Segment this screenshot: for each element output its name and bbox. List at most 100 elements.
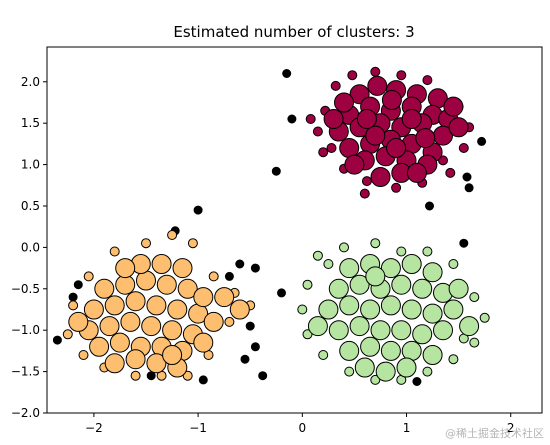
border-point [312,126,323,137]
core-point [386,138,407,158]
border-point [208,271,219,282]
border-point [458,143,469,153]
core-point [328,278,349,299]
core-point [367,75,388,96]
core-point [448,278,469,299]
core-point [422,345,443,365]
border-point [305,114,316,124]
core-point [125,291,146,312]
core-point [459,316,480,337]
core-point [391,320,412,341]
border-point [422,246,433,257]
core-point [360,336,381,357]
border-point [330,80,341,91]
core-point [328,320,349,341]
core-point [380,295,401,316]
x-tick-label: 0 [298,421,306,435]
border-point [344,366,355,377]
core-point [323,109,344,129]
core-point [115,258,136,279]
core-point [365,266,386,287]
border-point [438,155,448,166]
core-point [349,316,370,337]
border-point [370,374,381,385]
x-tick-label: 1 [403,421,411,435]
border-point [448,354,459,365]
axes: −2 −1 0 1 2 −2.0 −1.5 −1.0 −0.5 0.0 0.5 1.0 1.5 2.0 [11,75,515,435]
core-point [156,274,177,295]
border-point [422,366,433,377]
border-point [323,259,334,269]
core-point [433,320,453,341]
noise-point [412,377,422,386]
core-point [104,295,125,316]
core-point [203,311,224,332]
noise-point [240,354,250,364]
core-point [406,162,427,183]
border-point [302,329,313,340]
core-point [422,303,443,324]
core-point [356,109,377,129]
border-point [78,350,89,360]
noise-point [425,201,434,211]
y-tick-label: 2.0 [21,75,40,89]
core-point [151,254,172,274]
core-point [162,345,183,365]
x-tick-label: −1 [189,421,207,435]
core-point [412,278,433,299]
border-point [347,70,358,81]
core-point [146,295,167,316]
border-point [83,271,94,282]
noise-point [250,263,260,273]
y-tick-label: −1.0 [11,323,40,337]
x-tick-label: 2 [507,421,515,435]
border-point [312,250,323,261]
core-point [214,287,235,308]
core-point [167,299,188,320]
border-point [224,316,235,327]
plot-marks [52,66,490,386]
core-point [401,299,422,320]
noise-point [271,166,281,176]
border-point [130,370,141,381]
border-point [370,66,381,77]
core-point [318,299,339,320]
border-point [302,279,313,290]
border-point [318,147,329,158]
core-point [448,117,469,138]
core-point [109,332,130,353]
border-point [445,167,456,178]
core-point [339,340,360,361]
x-tick-label: −2 [85,421,103,435]
core-point [120,311,141,332]
core-point [375,361,396,382]
noise-point [258,371,268,381]
core-point [162,320,183,341]
border-point [422,75,433,86]
core-point [344,154,365,175]
y-tick-label: 0.0 [21,240,40,254]
border-point [479,312,490,323]
border-point [187,238,198,249]
core-point [401,254,422,274]
noise-point [287,114,297,124]
core-point [94,278,115,299]
core-point [229,299,250,320]
core-point [401,109,422,129]
core-point [141,316,162,337]
border-point [68,300,79,311]
core-point [193,287,214,308]
chart-title: Estimated number of clusters: 3 [173,23,414,41]
core-point [125,349,146,370]
border-point [359,188,370,199]
border-point [297,304,308,315]
core-point [443,96,464,117]
noise-point [198,375,208,385]
core-point [370,167,391,187]
noise-point [462,172,472,182]
border-point [167,230,178,240]
border-point [469,292,480,303]
y-tick-label: 0.5 [21,199,40,213]
border-point [396,70,407,81]
